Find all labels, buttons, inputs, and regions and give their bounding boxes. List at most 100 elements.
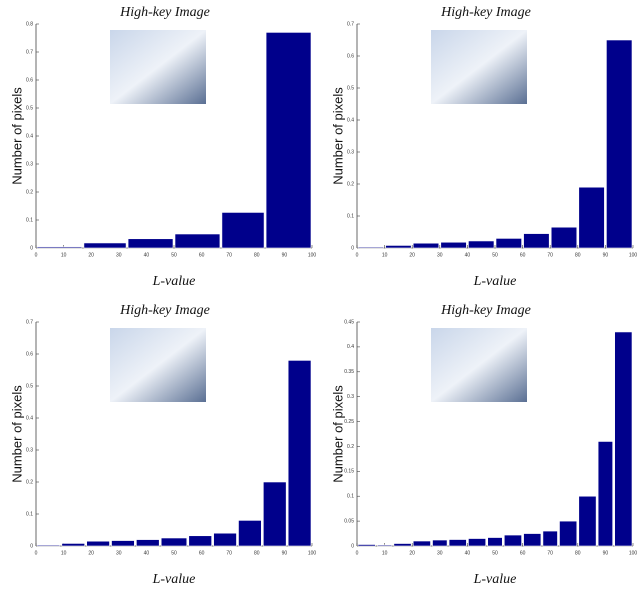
y-tick-label: 0.5 bbox=[347, 85, 354, 91]
x-tick-label: 40 bbox=[465, 252, 471, 258]
thumbnail bbox=[431, 30, 527, 104]
y-axis-label: Number of pixels bbox=[330, 385, 345, 483]
bar bbox=[385, 245, 412, 249]
y-tick-label: 0.3 bbox=[347, 394, 354, 400]
y-tick-label: 0.7 bbox=[347, 21, 354, 27]
y-tick-label: 0 bbox=[30, 245, 33, 251]
bar bbox=[357, 544, 376, 547]
x-tick-label: 60 bbox=[520, 252, 526, 258]
y-tick-label: 0.1 bbox=[347, 494, 354, 500]
y-tick-label: 0.1 bbox=[26, 217, 33, 223]
bar bbox=[432, 539, 448, 547]
x-axis-label: L-value bbox=[473, 274, 517, 289]
y-tick-label: 0 bbox=[351, 245, 354, 251]
y-tick-label: 0.2 bbox=[26, 189, 33, 195]
x-tick-label: 20 bbox=[409, 252, 415, 258]
x-tick-label: 30 bbox=[437, 550, 443, 556]
bar bbox=[61, 543, 85, 547]
y-tick-label: 0.2 bbox=[347, 444, 354, 450]
y-tick-label: 0.4 bbox=[347, 117, 354, 123]
bar bbox=[412, 242, 440, 249]
bar bbox=[136, 539, 160, 547]
y-tick-label: 0.45 bbox=[344, 319, 354, 325]
bar bbox=[597, 441, 613, 547]
y-tick-label: 0.3 bbox=[26, 161, 33, 167]
y-tick-label: 0.7 bbox=[26, 49, 33, 55]
bar bbox=[174, 233, 221, 249]
x-tick-label: 30 bbox=[116, 550, 122, 556]
y-tick-label: 0.6 bbox=[347, 53, 354, 59]
bar bbox=[36, 544, 61, 547]
bar bbox=[221, 212, 265, 249]
x-tick-label: 0 bbox=[35, 252, 38, 258]
panel: High-key Image 0 0.1 0.2 0.3 0.4 0.5 0.6 0.7 0 10 2… bbox=[9, 303, 316, 587]
x-tick-label: 40 bbox=[144, 252, 150, 258]
y-tick-label: 0.05 bbox=[344, 518, 354, 524]
x-tick-label: 70 bbox=[547, 252, 553, 258]
x-tick-label: 20 bbox=[88, 252, 94, 258]
x-axis-label: L-value bbox=[473, 572, 517, 587]
y-tick-label: 0.7 bbox=[26, 319, 33, 325]
x-axis-label: L-value bbox=[152, 572, 196, 587]
bar bbox=[287, 360, 312, 547]
x-tick-label: 0 bbox=[356, 252, 359, 258]
y-axis-label: Number of pixels bbox=[9, 385, 24, 483]
bar bbox=[468, 240, 495, 249]
x-tick-label: 30 bbox=[116, 252, 122, 258]
bar bbox=[468, 538, 487, 547]
bar bbox=[265, 32, 312, 249]
y-tick-label: 0.15 bbox=[344, 469, 354, 475]
y-axis-label: Number of pixels bbox=[330, 87, 345, 185]
y-tick-label: 0.2 bbox=[347, 181, 354, 187]
bar bbox=[412, 540, 431, 547]
chart-title: High-key Image bbox=[440, 303, 531, 318]
x-tick-label: 10 bbox=[61, 550, 67, 556]
x-tick-label: 20 bbox=[409, 550, 415, 556]
y-tick-label: 0.2 bbox=[26, 479, 33, 485]
x-tick-label: 100 bbox=[308, 550, 317, 556]
thumbnail bbox=[431, 328, 527, 402]
y-tick-label: 0.4 bbox=[347, 344, 354, 350]
x-tick-label: 90 bbox=[282, 550, 288, 556]
bar bbox=[238, 520, 262, 547]
x-tick-label: 80 bbox=[254, 550, 260, 556]
x-tick-label: 50 bbox=[171, 550, 177, 556]
bar bbox=[578, 186, 605, 249]
x-tick-label: 60 bbox=[520, 550, 526, 556]
y-tick-label: 0.4 bbox=[26, 415, 33, 421]
y-tick-label: 0.1 bbox=[347, 213, 354, 219]
bar bbox=[440, 241, 467, 249]
bar bbox=[495, 238, 522, 249]
x-tick-label: 100 bbox=[629, 252, 638, 258]
y-axis-label: Number of pixels bbox=[9, 87, 24, 185]
bar bbox=[559, 520, 578, 547]
bar bbox=[542, 530, 558, 547]
x-tick-label: 100 bbox=[308, 252, 317, 258]
chart-title: High-key Image bbox=[119, 5, 210, 20]
y-tick-label: 0.6 bbox=[26, 77, 33, 83]
x-tick-label: 80 bbox=[575, 252, 581, 258]
x-tick-label: 50 bbox=[492, 252, 498, 258]
bar bbox=[550, 226, 578, 249]
x-tick-label: 40 bbox=[144, 550, 150, 556]
x-tick-label: 80 bbox=[575, 550, 581, 556]
bar bbox=[127, 238, 174, 249]
bar bbox=[487, 537, 503, 547]
x-tick-label: 90 bbox=[603, 252, 609, 258]
y-tick-label: 0.3 bbox=[347, 149, 354, 155]
y-tick-label: 0 bbox=[30, 543, 33, 549]
bar bbox=[188, 535, 212, 547]
y-tick-label: 0.4 bbox=[26, 133, 33, 139]
x-tick-label: 10 bbox=[382, 550, 388, 556]
bar bbox=[606, 39, 633, 249]
chart-title: High-key Image bbox=[440, 5, 531, 20]
bar bbox=[578, 495, 597, 547]
y-tick-label: 0.3 bbox=[26, 447, 33, 453]
x-tick-label: 90 bbox=[603, 550, 609, 556]
x-tick-label: 80 bbox=[254, 252, 260, 258]
x-tick-label: 20 bbox=[88, 550, 94, 556]
x-tick-label: 60 bbox=[199, 550, 205, 556]
bar bbox=[160, 537, 188, 547]
panel: High-key Image 0 0.05 0.1 0.15 0.2 0.25 0.3 0.35… bbox=[330, 303, 637, 587]
